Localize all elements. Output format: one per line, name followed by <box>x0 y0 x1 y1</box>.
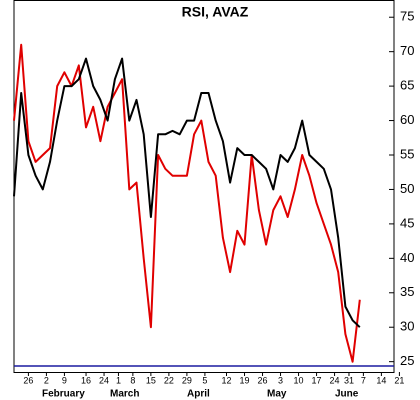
series-line <box>13 57 361 328</box>
x-tick-label: 26 <box>258 375 268 385</box>
y-tick-label: 30 <box>400 319 414 334</box>
month-label: June <box>335 389 359 400</box>
x-tick-label: 26 <box>23 375 33 385</box>
x-tick-label: 15 <box>146 375 156 385</box>
x-tick-label: 3 <box>278 375 283 385</box>
x-tick-label: 22 <box>164 375 174 385</box>
x-tick-label: 1 <box>116 375 121 385</box>
month-label: April <box>187 389 210 400</box>
chart-title: RSI, AVAZ <box>182 4 249 20</box>
y-tick-label: 40 <box>400 250 414 265</box>
y-tick-label: 50 <box>400 181 414 196</box>
x-tick-label: 9 <box>62 375 67 385</box>
x-tick-label: 14 <box>376 375 386 385</box>
x-tick-label: 12 <box>222 375 232 385</box>
x-tick-label: 2 <box>44 375 49 385</box>
x-tick-label: 24 <box>99 375 109 385</box>
month-label: May <box>267 389 287 400</box>
x-tick-label: 16 <box>81 375 91 385</box>
month-label: February <box>42 389 85 400</box>
x-tick-label: 31 <box>344 375 354 385</box>
y-tick-label: 25 <box>400 353 414 368</box>
month-label: March <box>110 389 139 400</box>
x-tick-label: 17 <box>312 375 322 385</box>
y-tick-label: 70 <box>400 43 414 58</box>
y-tick-label: 55 <box>400 146 414 161</box>
y-tick-label: 65 <box>400 78 414 93</box>
x-tick-label: 24 <box>330 375 340 385</box>
x-tick-label: 5 <box>202 375 207 385</box>
x-tick-label: 7 <box>361 375 366 385</box>
x-tick-label: 8 <box>130 375 135 385</box>
x-tick-label: 10 <box>294 375 304 385</box>
y-tick-label: 45 <box>400 215 414 230</box>
y-tick-label: 60 <box>400 112 414 127</box>
plot-frame <box>13 0 395 373</box>
x-tick-label: 19 <box>240 375 250 385</box>
y-tick-label: 75 <box>400 9 414 24</box>
x-tick-label: 21 <box>394 375 404 385</box>
x-tick-label: 29 <box>182 375 192 385</box>
y-tick-label: 35 <box>400 284 414 299</box>
